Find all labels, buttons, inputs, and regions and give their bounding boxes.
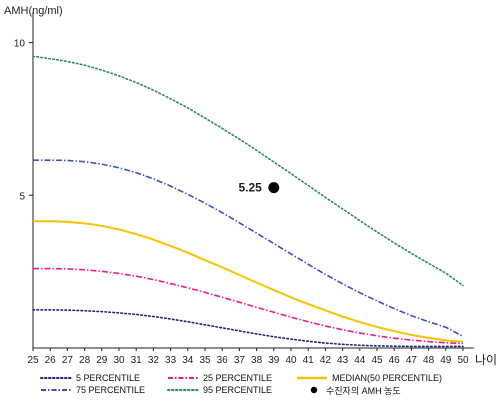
legend-label-95-percentile: 95 PERCENTILE xyxy=(203,385,273,395)
x-tick-label: 35 xyxy=(199,355,211,366)
x-tick-label: 49 xyxy=(440,355,452,366)
legend-label-25-percentile: 25 PERCENTILE xyxy=(203,373,273,383)
legend-swatch-25-percentile xyxy=(168,377,198,379)
legend-item-median: MEDIAN(50 PERCENTILE) xyxy=(296,372,442,384)
legend-label-75-percentile: 75 PERCENTILE xyxy=(76,385,146,395)
x-tick-label: 45 xyxy=(371,355,383,366)
x-tick-label: 37 xyxy=(234,355,246,366)
x-tick-label: 25 xyxy=(27,355,39,366)
x-tick-label: 34 xyxy=(182,355,194,366)
legend-swatch-5-percentile xyxy=(40,377,72,379)
x-tick-label: 28 xyxy=(79,355,91,366)
legend-swatch-median xyxy=(297,376,327,380)
x-tick-label: 38 xyxy=(251,355,263,366)
legend-swatch-75-percentile xyxy=(41,389,71,391)
x-tick-label: 41 xyxy=(303,355,315,366)
x-tick-label: 44 xyxy=(354,355,366,366)
x-tick-label: 27 xyxy=(62,355,74,366)
amh-chart: AMH(ng/ml) 나이 5 10 25 26 27 28 29 30 31 32 33 34 35… xyxy=(4,5,497,367)
legend-label-patient-amh: 수진자의 AMH 농도 xyxy=(326,385,401,396)
y-tick-label: 5 xyxy=(19,191,25,202)
y-tick-label: 10 xyxy=(14,39,26,50)
series-line-5-percentile xyxy=(32,309,464,348)
legend-item-5-percentile: 5 PERCENTILE xyxy=(40,372,140,384)
x-tick-label: 31 xyxy=(131,355,143,366)
x-tick-label: 33 xyxy=(165,355,177,366)
series-line-75-percentile xyxy=(33,159,464,338)
x-tick-label: 48 xyxy=(423,355,435,366)
x-axis-label: 나이 xyxy=(475,353,497,367)
legend-swatch-95-percentile xyxy=(167,389,199,391)
x-tick-label: 42 xyxy=(320,355,332,366)
legend-item-25-percentile: 25 PERCENTILE xyxy=(167,372,272,384)
x-tick-label: 40 xyxy=(285,355,297,366)
legend-item-75-percentile: 75 PERCENTILE xyxy=(40,384,145,396)
legend-swatch-patient-amh xyxy=(310,386,318,394)
x-tick-label: 47 xyxy=(406,355,418,366)
x-tick-label: 39 xyxy=(268,355,280,366)
x-tick-label: 30 xyxy=(113,355,125,366)
x-tick-label: 46 xyxy=(389,355,401,366)
x-tick-label: 32 xyxy=(148,355,160,366)
legend-item-95-percentile: 95 PERCENTILE xyxy=(167,384,272,396)
chart-legend: 5 PERCENTILE 75 PERCENTILE 25 PERCENTILE… xyxy=(40,372,480,398)
series-line-median-50-percentile xyxy=(33,220,464,343)
x-tick-label: 26 xyxy=(45,355,57,366)
x-tick-label: 29 xyxy=(96,355,108,366)
x-tick-label: 50 xyxy=(457,355,469,366)
patient-amh-point xyxy=(268,182,280,194)
legend-label-median: MEDIAN(50 PERCENTILE) xyxy=(332,373,443,383)
series-line-25-percentile xyxy=(33,267,464,345)
legend-label-5-percentile: 5 PERCENTILE xyxy=(76,373,141,383)
x-tick-label: 43 xyxy=(337,355,349,366)
y-axis-label: AMH(ng/ml) xyxy=(4,5,63,17)
legend-item-patient-amh: 수진자의 AMH 농도 xyxy=(308,384,401,396)
x-tick-label: 36 xyxy=(217,355,229,366)
series-line-95-percentile xyxy=(32,55,464,287)
patient-amh-value-label: 5.25 xyxy=(238,181,262,195)
